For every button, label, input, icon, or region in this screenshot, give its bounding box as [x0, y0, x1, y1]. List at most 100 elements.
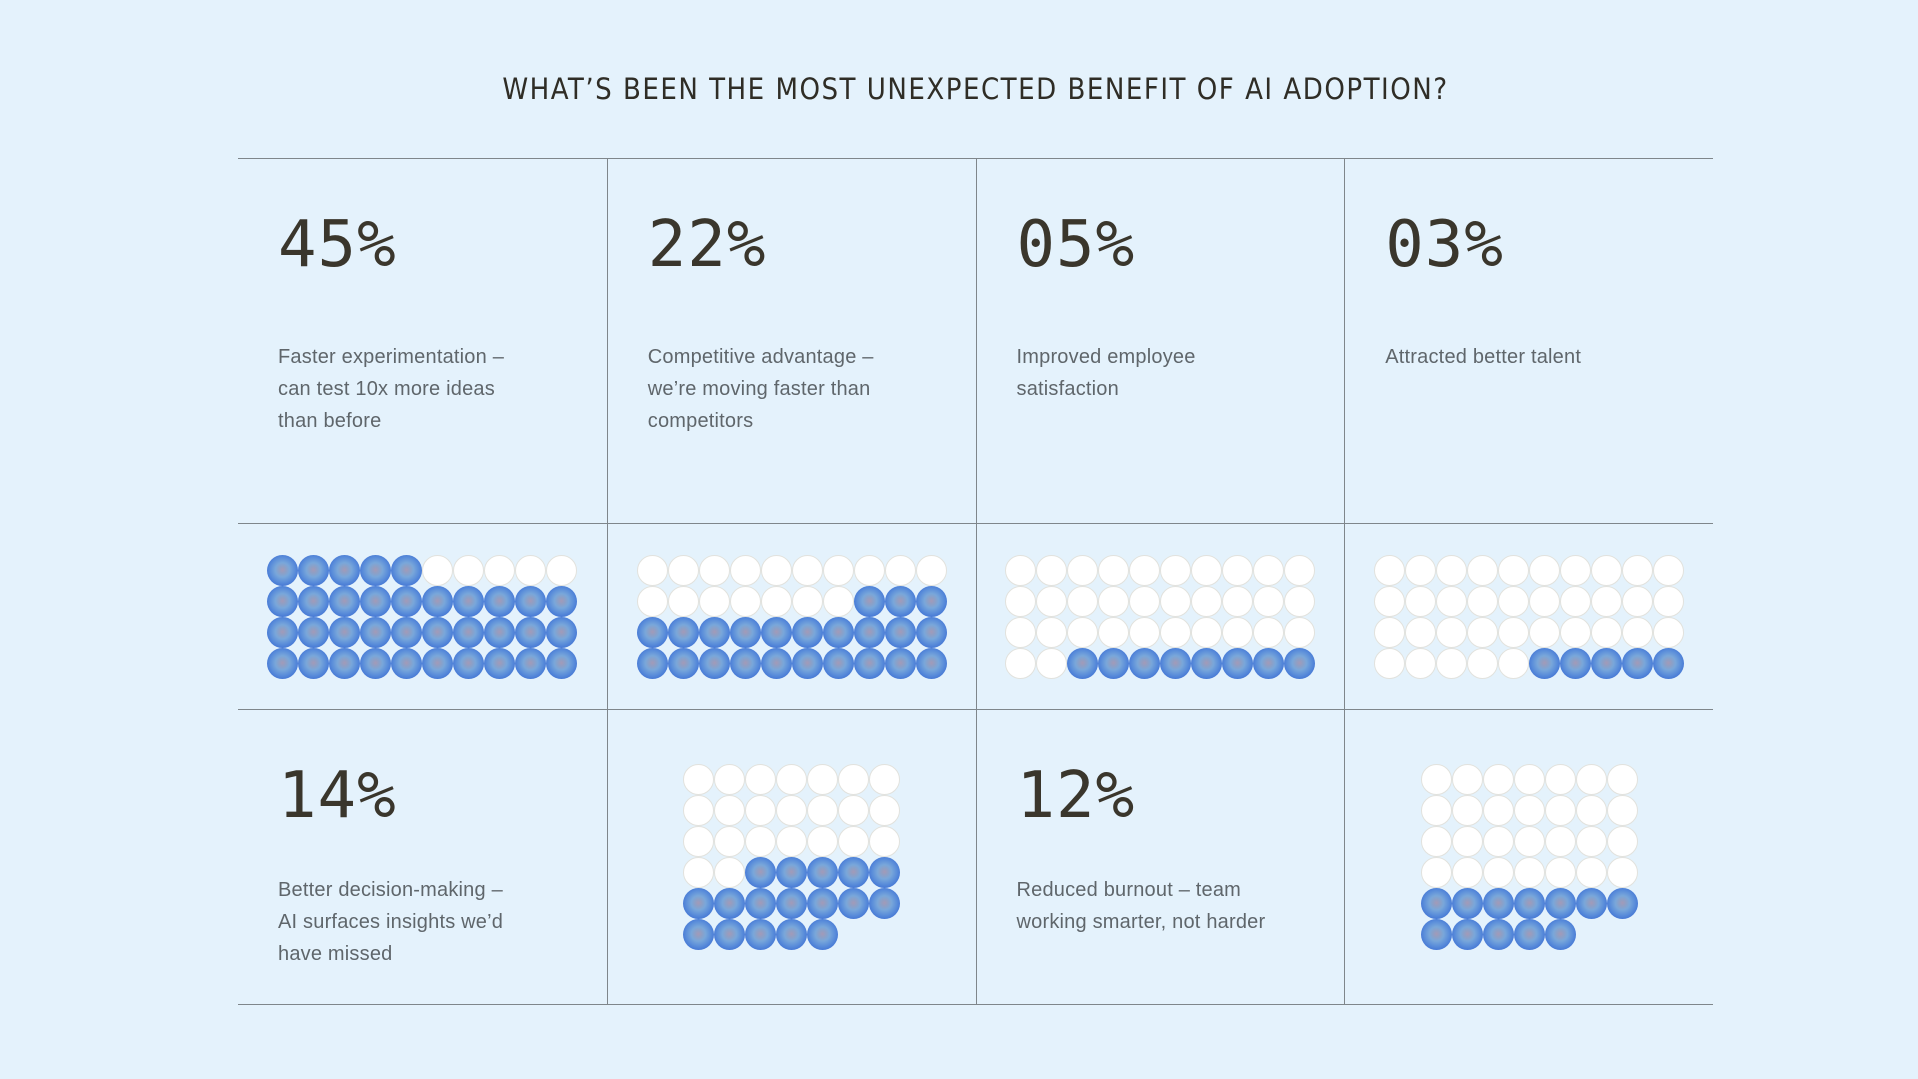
empty-dot: [1498, 647, 1530, 679]
filled-dot: [1098, 647, 1130, 679]
empty-dot: [453, 554, 485, 586]
empty-dot: [1129, 554, 1161, 586]
filled-dot: [745, 857, 777, 888]
empty-dot: [1467, 647, 1499, 679]
empty-dot: [838, 826, 870, 857]
stat-cell-reduced-burnout: 12% Reduced burnout – team working smart…: [975, 710, 1345, 1004]
empty-dot: [1405, 585, 1437, 617]
empty-dot: [1653, 616, 1685, 648]
empty-dot: [515, 554, 547, 586]
empty-dot: [1405, 647, 1437, 679]
filled-dot: [822, 616, 854, 648]
empty-dot: [1005, 554, 1037, 586]
page-title: WHAT’S BEEN THE MOST UNEXPECTED BENEFIT …: [502, 72, 1449, 106]
empty-dot: [1653, 554, 1685, 586]
filled-dot: [776, 919, 808, 950]
empty-dot: [1575, 826, 1607, 857]
empty-dot: [1560, 554, 1592, 586]
stats-row-bottom: 14% Better decision-making – AI surfaces…: [238, 709, 1713, 1004]
empty-dot: [760, 554, 792, 586]
stat-description: Faster experimentation – can test 10x mo…: [278, 346, 505, 432]
filled-dot: [546, 647, 578, 679]
empty-dot: [1451, 795, 1483, 826]
empty-dot: [1513, 764, 1545, 795]
empty-dot: [1467, 554, 1499, 586]
empty-dot: [1482, 857, 1514, 888]
empty-dot: [1560, 616, 1592, 648]
empty-dot: [853, 554, 885, 586]
filled-dot: [1606, 888, 1638, 919]
empty-dot: [791, 585, 823, 617]
filled-dot: [360, 647, 392, 679]
empty-dot: [1591, 585, 1623, 617]
empty-dot: [1622, 554, 1654, 586]
filled-dot: [729, 616, 761, 648]
filled-dot: [838, 857, 870, 888]
empty-dot: [1467, 585, 1499, 617]
filled-dot: [391, 647, 423, 679]
stat-value: 03%: [1385, 208, 1504, 282]
empty-dot: [869, 795, 901, 826]
empty-dot: [1467, 616, 1499, 648]
empty-dot: [1036, 585, 1068, 617]
stat-description: Reduced burnout – team working smarter, …: [1016, 879, 1266, 933]
stat-value: 05%: [1016, 208, 1136, 282]
stat-description: Improved employee satisfaction: [1016, 346, 1196, 400]
empty-dot: [1129, 585, 1161, 617]
filled-dot: [838, 888, 870, 919]
empty-dot: [745, 764, 777, 795]
empty-dot: [1036, 554, 1068, 586]
filled-dot: [484, 585, 516, 617]
filled-dot: [391, 554, 423, 586]
empty-dot: [714, 826, 746, 857]
stat-value: 12%: [1016, 759, 1136, 833]
empty-dot: [915, 554, 947, 586]
empty-dot: [1575, 795, 1607, 826]
filled-dot: [1529, 647, 1561, 679]
empty-dot: [1606, 826, 1638, 857]
filled-dot: [1067, 647, 1099, 679]
filled-dot: [636, 616, 668, 648]
empty-dot: [776, 795, 808, 826]
dot-chart-competitive-advantage: [606, 524, 976, 709]
filled-dot: [745, 888, 777, 919]
empty-dot: [683, 857, 715, 888]
filled-dot: [1482, 919, 1514, 950]
filled-dot: [776, 857, 808, 888]
filled-dot: [915, 616, 947, 648]
empty-dot: [714, 764, 746, 795]
filled-dot: [1575, 888, 1607, 919]
empty-dot: [1191, 554, 1223, 586]
empty-dot: [1067, 554, 1099, 586]
filled-dot: [1653, 647, 1685, 679]
waffle-dot-grid: [1420, 764, 1638, 950]
empty-dot: [636, 554, 668, 586]
filled-dot: [329, 554, 361, 586]
filled-dot: [1513, 888, 1545, 919]
empty-dot: [1374, 616, 1406, 648]
filled-dot: [884, 616, 916, 648]
stat-cell-better-talent: 03% Attracted better talent: [1344, 159, 1713, 523]
absent-dot: [869, 919, 900, 950]
empty-dot: [869, 826, 901, 857]
filled-dot: [546, 585, 578, 617]
empty-dot: [869, 764, 901, 795]
stat-value: 14%: [278, 759, 397, 833]
empty-dot: [807, 795, 839, 826]
empty-dot: [683, 826, 715, 857]
empty-dot: [698, 554, 730, 586]
empty-dot: [1005, 585, 1037, 617]
stats-grid: 45% Faster experimentation – can test 10…: [238, 158, 1713, 1005]
filled-dot: [714, 888, 746, 919]
filled-dot: [791, 647, 823, 679]
absent-dot: [1607, 919, 1638, 950]
filled-dot: [1513, 919, 1545, 950]
empty-dot: [1222, 616, 1254, 648]
empty-dot: [1374, 585, 1406, 617]
empty-dot: [1222, 554, 1254, 586]
empty-dot: [1436, 585, 1468, 617]
empty-dot: [838, 795, 870, 826]
filled-dot: [360, 554, 392, 586]
empty-dot: [745, 826, 777, 857]
